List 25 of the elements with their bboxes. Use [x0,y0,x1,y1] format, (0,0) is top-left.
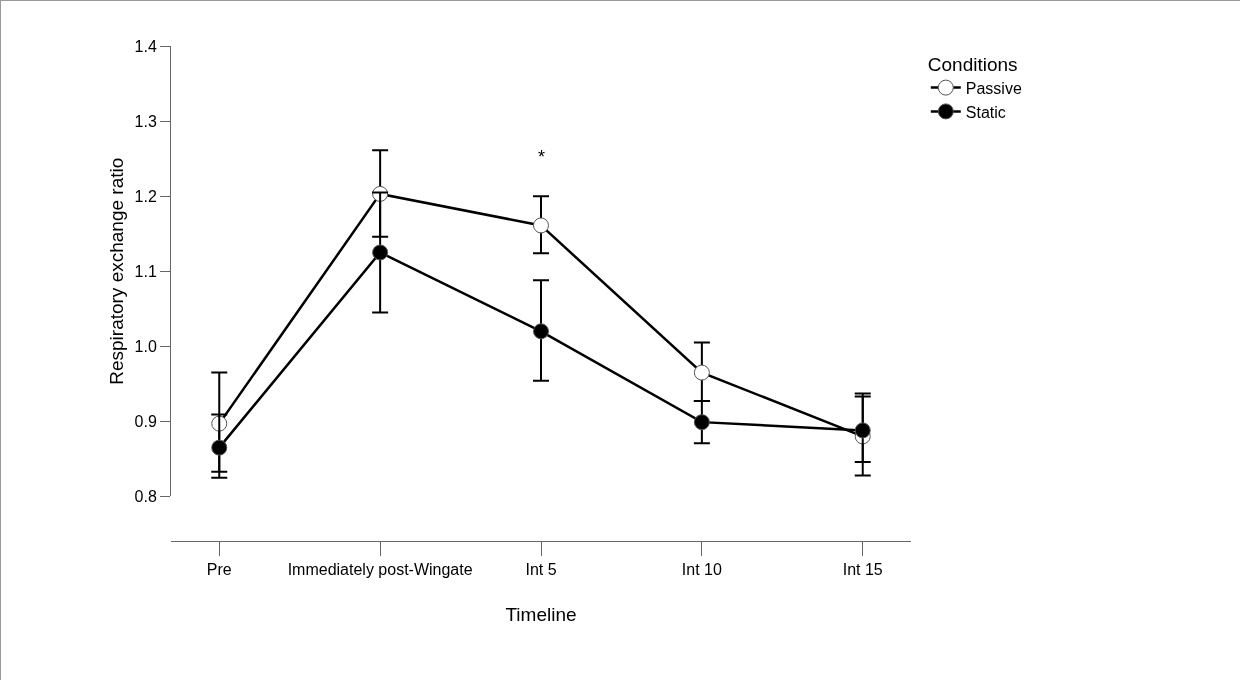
point [693,364,710,381]
annotation: * [538,147,546,167]
x-tick-label: Int 5 [525,561,557,579]
x-tick-label: Immediately post-Wingate [287,561,473,579]
legend-label: Passive [965,79,1022,97]
y-axis-title: Respiratory exchange ratio [106,157,127,385]
y-tick-label: 1.3 [134,112,157,130]
point [211,439,228,456]
x-tick-label: Pre [206,561,232,579]
y-tick-label: 1.4 [134,37,157,55]
y-tick-label: 0.8 [134,488,157,506]
point [372,244,389,261]
y-tick-label: 1.1 [134,262,157,280]
point [533,217,549,234]
point [854,422,871,439]
x-tick-label: Int 10 [681,561,722,579]
legend-label: Static [965,103,1006,121]
point [693,414,710,431]
point [533,323,549,340]
y-tick-label: 1.2 [134,187,157,205]
legend-title: Conditions [927,53,1018,75]
x-tick-label: Int 15 [842,561,883,579]
x-axis-title: Timeline [505,604,577,625]
y-tick-label: 0.9 [134,412,157,430]
y-tick-label: 1.0 [134,337,157,355]
